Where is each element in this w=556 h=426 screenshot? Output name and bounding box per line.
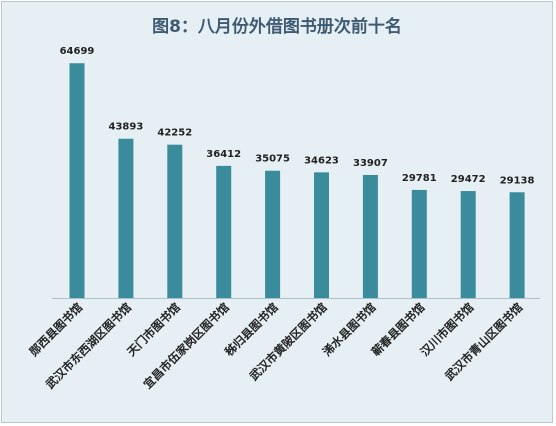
data-label: 36412 (206, 149, 241, 160)
bar (118, 138, 134, 298)
data-label: 43893 (109, 122, 144, 133)
bar (314, 172, 329, 298)
data-label: 35075 (255, 154, 290, 165)
bar (69, 63, 85, 298)
data-label: 42252 (157, 128, 192, 139)
bar (216, 165, 232, 298)
bar (265, 170, 281, 298)
data-label: 64699 (60, 46, 95, 57)
bar (167, 144, 183, 298)
chart-title: 图8：八月份外借图书册次前十名 (152, 17, 402, 37)
data-label: 29138 (500, 175, 535, 186)
data-label: 34623 (304, 155, 339, 166)
x-tick-label: 宜昌市伍家岗区图书馆 (141, 300, 233, 392)
bar (362, 174, 378, 298)
x-tick-label: 武汉市东西湖区图书馆 (43, 300, 135, 392)
bar (411, 189, 427, 298)
data-label: 29781 (402, 173, 437, 184)
data-label: 29472 (451, 174, 486, 185)
bar (460, 191, 476, 298)
data-label: 33907 (353, 158, 388, 169)
bar (509, 192, 525, 298)
